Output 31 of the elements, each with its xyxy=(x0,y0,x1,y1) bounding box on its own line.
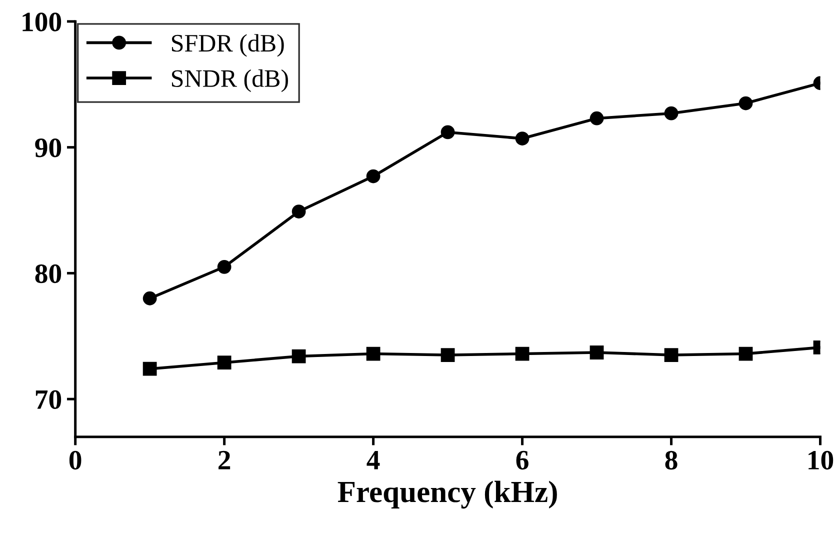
point xyxy=(366,346,380,361)
point xyxy=(217,260,232,274)
point xyxy=(515,132,530,146)
point xyxy=(664,348,678,362)
point xyxy=(440,125,455,140)
point xyxy=(366,169,380,184)
point xyxy=(142,362,157,376)
point xyxy=(664,106,678,120)
legend-label: SFDR (dB) xyxy=(172,34,284,57)
point xyxy=(440,348,455,362)
x-tick-label: 6 xyxy=(516,450,528,470)
point xyxy=(142,291,157,306)
x-tick-label: 0 xyxy=(69,450,82,470)
point xyxy=(292,349,306,364)
point xyxy=(738,96,753,110)
y-tick-label: 90 xyxy=(35,138,62,158)
y-tick-label: 80 xyxy=(35,264,62,284)
x-tick-label: 8 xyxy=(665,450,678,470)
x-axis-title: Frequency (kHz) xyxy=(338,480,557,509)
point xyxy=(217,356,232,370)
point xyxy=(590,346,604,360)
point xyxy=(738,346,753,361)
x-tick-label: 10 xyxy=(808,450,834,470)
x-tick-label: 2 xyxy=(218,450,230,470)
point xyxy=(590,111,604,126)
point xyxy=(515,346,530,361)
y-tick-label: 70 xyxy=(36,390,62,409)
x-tick-label: 4 xyxy=(366,451,380,470)
point xyxy=(292,204,306,218)
y-tick-label: 100 xyxy=(22,12,62,32)
legend-label: SNDR (dB) xyxy=(172,69,288,92)
